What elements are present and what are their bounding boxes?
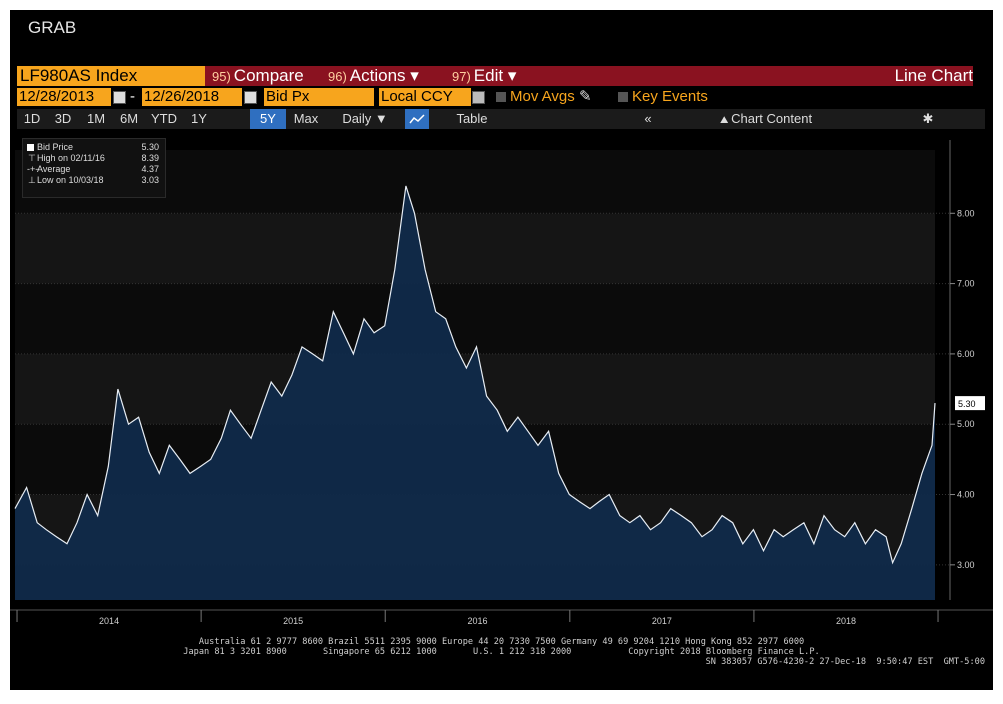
mov-avgs-toggle[interactable]: Mov Avgs ✎ [496, 88, 592, 106]
actions-number: 96) [328, 69, 347, 84]
chart-band [15, 213, 935, 284]
low-marker-icon: ⊥ [28, 175, 36, 185]
footer-contacts-line1: Australia 61 2 9777 8600 Brazil 5511 239… [198, 637, 805, 647]
actions-label: Actions ▾ [349, 66, 419, 85]
terminal-window: GRAB LF980AS Index 95) Compare 96) Actions… [10, 10, 993, 690]
chart-band [15, 150, 935, 214]
ticker-field[interactable]: LF980AS Index [17, 66, 205, 86]
chart-content-button[interactable]: ⛰ Chart Content [660, 109, 872, 129]
field-selector[interactable]: Bid Px [264, 88, 374, 106]
chart-band [15, 283, 935, 354]
x-tick-label: 2017 [652, 616, 672, 626]
chart-type-label[interactable]: Line Chart [894, 66, 973, 85]
mov-avgs-label: Mov Avgs [510, 88, 575, 105]
key-events-label: Key Events [632, 88, 708, 105]
price-line [14, 185, 936, 565]
key-events-toggle[interactable]: Key Events [618, 88, 708, 106]
frequency-selector[interactable]: Daily ▼ [342, 111, 388, 126]
average-marker-icon: -+- [27, 164, 39, 174]
collapse-icon[interactable]: « [644, 111, 652, 126]
x-tick-label: 2015 [283, 616, 303, 626]
mov-avgs-checkbox[interactable] [496, 92, 506, 103]
high-marker-icon: ⊤ [28, 153, 36, 163]
legend-swatch [27, 144, 34, 151]
legend-row-bid: Bid Price 5.30 [23, 142, 165, 153]
legend-row-high: ⊤ High on 02/11/16 8.39 [23, 153, 165, 164]
last-value-marker: 5.30 [955, 396, 985, 411]
compare-button[interactable]: 95) Compare [208, 66, 320, 86]
legend-series-name: Bid Price [37, 142, 74, 152]
range-6m[interactable]: 6M [119, 111, 139, 126]
y-axis: 3.00 4.00 5.00 6.00 7.00 8.00 [949, 140, 975, 600]
page-title: GRAB [28, 18, 77, 37]
x-axis: 2014 2015 2016 2017 2018 [10, 609, 993, 626]
line-chart: 3.004.005.006.007.008.00 2014 2015 2016 201… [10, 140, 993, 626]
legend-average-value: 4.37 [141, 164, 159, 174]
legend-row-low: ⊥ Low on 10/03/18 3.03 [23, 175, 165, 186]
x-tick-label: 2014 [99, 616, 119, 626]
y-tick-label: 5.00 [957, 419, 975, 429]
last-value-box [955, 396, 985, 411]
x-tick-label: 2018 [836, 616, 856, 626]
range-3d[interactable]: 3D [54, 111, 72, 126]
actions-menu[interactable]: 96) Actions ▾ [324, 66, 444, 86]
date-separator: - [130, 88, 135, 105]
line-chart-icon[interactable] [405, 109, 429, 129]
footer-serial-line: SN 383057 G576-4230-2 27-Dec-18 9:50:47 … [705, 657, 985, 667]
edit-label: Edit ▾ [473, 66, 517, 85]
currency-dropdown-icon[interactable] [472, 88, 485, 106]
range-ytd[interactable]: YTD [151, 111, 177, 126]
footer-contacts-line2: Japan 81 3 3201 8900 Singapore 65 6212 1… [183, 647, 820, 657]
start-date-field[interactable]: 12/28/2013 [17, 88, 111, 106]
end-date-calendar-icon[interactable] [244, 88, 257, 106]
y-tick-label: 3.00 [957, 560, 975, 570]
y-tick-label: 4.00 [957, 490, 975, 500]
pencil-icon[interactable]: ✎ [578, 88, 592, 105]
edit-menu[interactable]: 97) Edit ▾ [448, 66, 538, 86]
edit-number: 97) [452, 69, 471, 84]
chart-content-label: Chart Content [731, 111, 813, 126]
table-button[interactable]: Table [456, 111, 488, 126]
y-tick-label: 8.00 [957, 208, 975, 218]
range-1m[interactable]: 1M [86, 111, 106, 126]
chart-legend[interactable]: Bid Price 5.30 ⊤ High on 02/11/16 8.39 -… [22, 138, 166, 198]
currency-selector[interactable]: Local CCY [379, 88, 471, 106]
compare-number: 95) [212, 69, 231, 84]
range-1y[interactable]: 1Y [191, 111, 207, 126]
legend-high-label: High on 02/11/16 [37, 153, 105, 163]
legend-last-value: 5.30 [141, 142, 159, 152]
chart-content-icon: ⛰ [719, 115, 732, 126]
legend-high-value: 8.39 [141, 153, 159, 163]
legend-low-value: 3.03 [141, 175, 159, 185]
range-max[interactable]: Max [293, 111, 319, 126]
compare-label: Compare [233, 66, 304, 85]
end-date-field[interactable]: 12/26/2018 [142, 88, 242, 106]
price-area [15, 185, 935, 600]
y-tick-label: 6.00 [957, 349, 975, 359]
settings-gear-icon[interactable]: ✱ [922, 111, 934, 126]
legend-row-average: -+- Average 4.37 [23, 164, 165, 175]
last-value-label: 5.30 [958, 399, 976, 409]
legend-average-label: Average [37, 164, 71, 174]
y-tick-label: 7.00 [957, 279, 975, 289]
range-5y[interactable]: 5Y [250, 109, 286, 129]
x-tick-label: 2016 [468, 616, 488, 626]
start-date-calendar-icon[interactable] [113, 88, 126, 106]
key-events-checkbox[interactable] [618, 92, 628, 103]
range-1d[interactable]: 1D [23, 111, 41, 126]
legend-low-label: Low on 10/03/18 [37, 175, 104, 185]
